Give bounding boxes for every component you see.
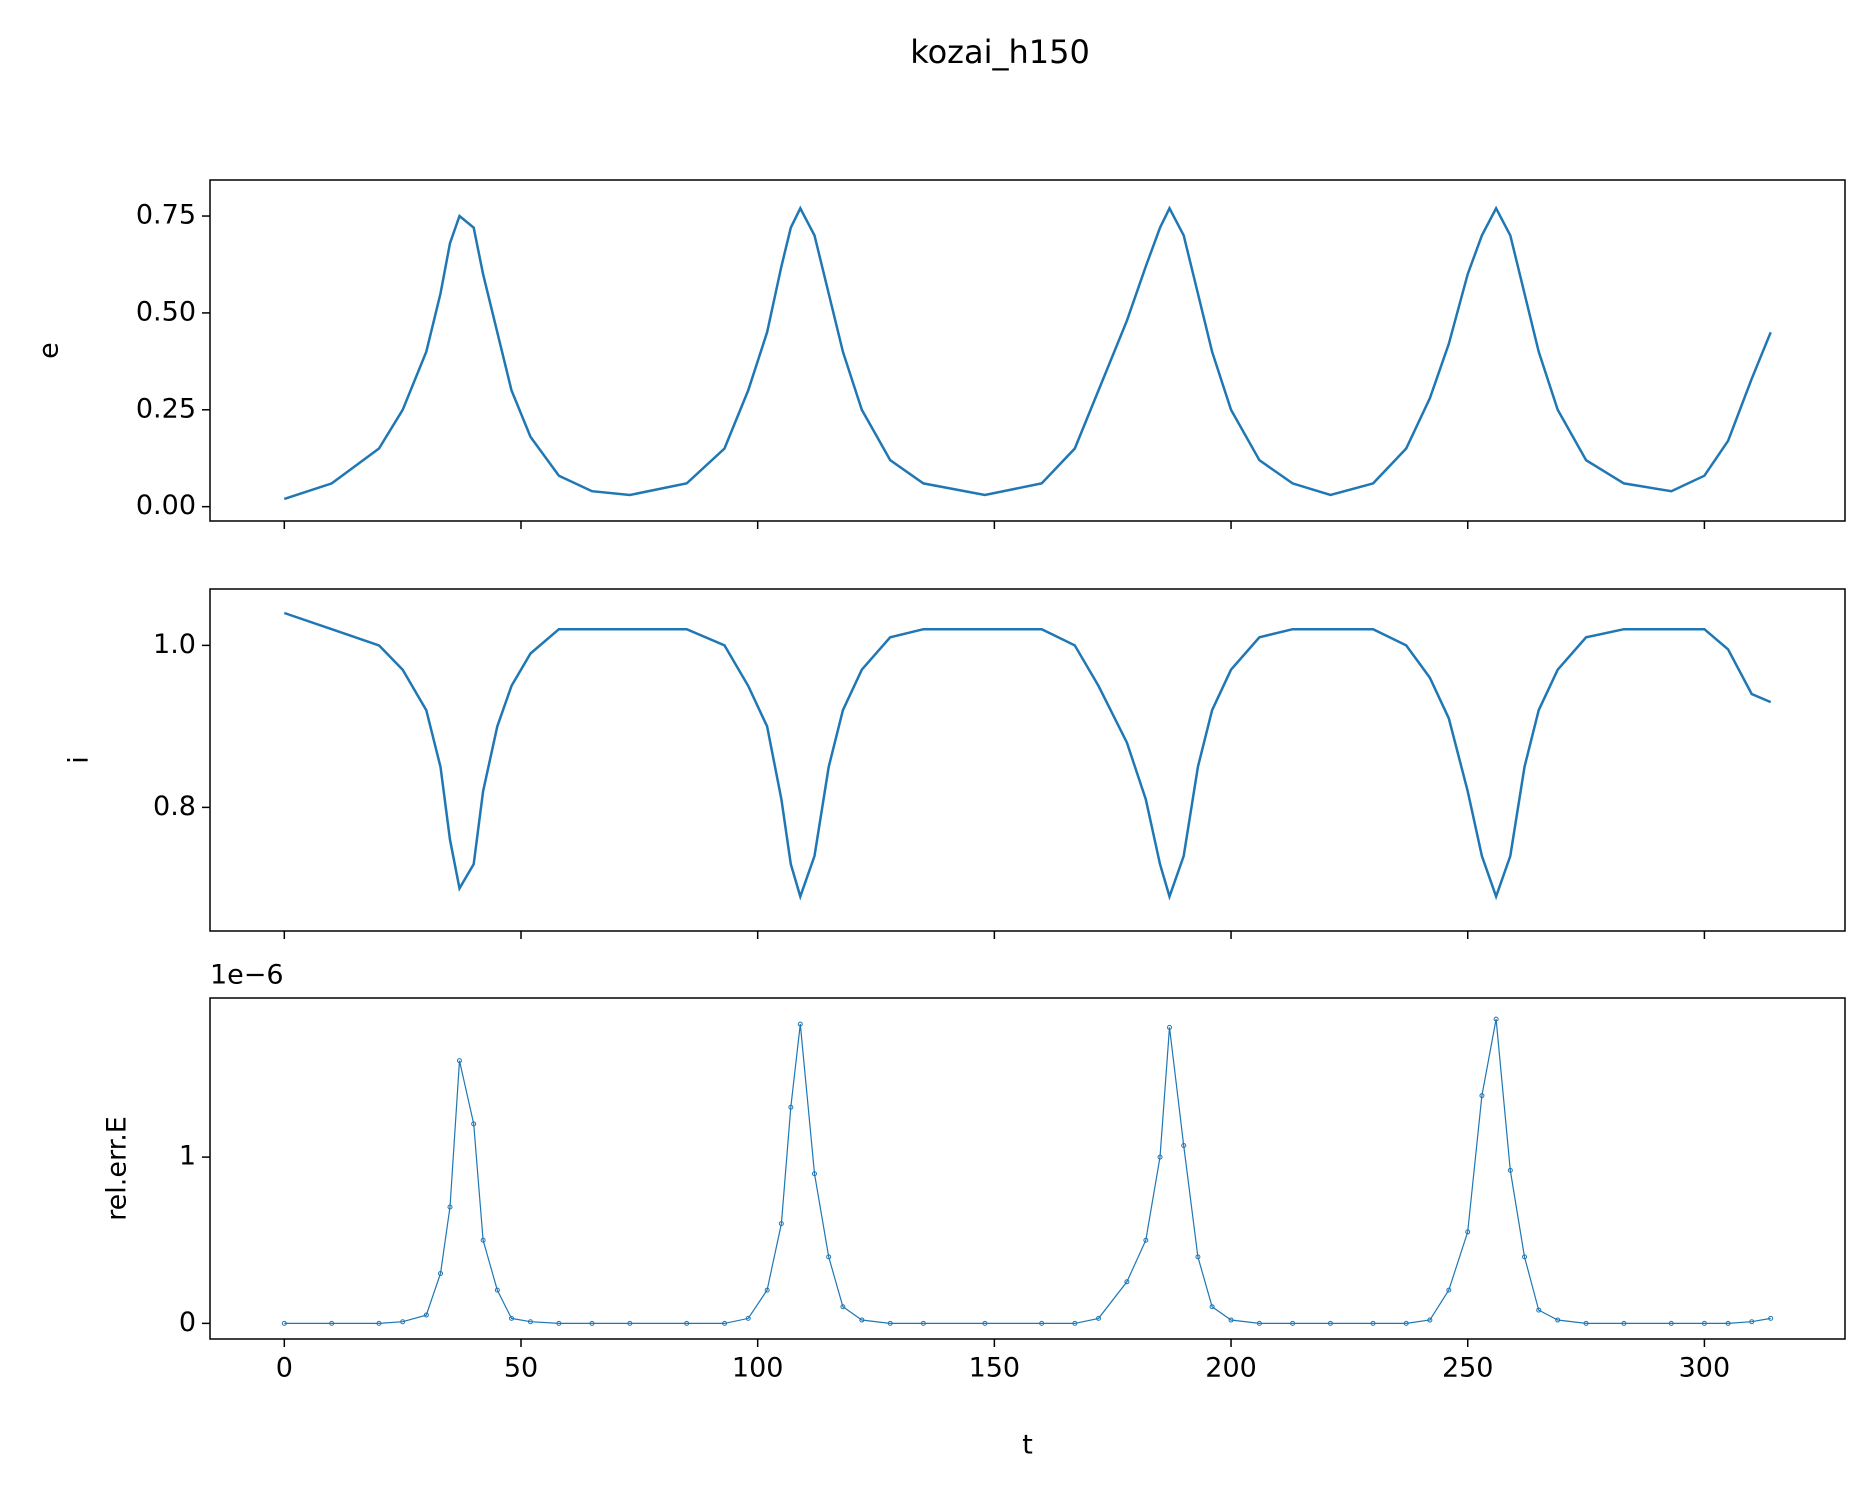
- data-point: [788, 1104, 794, 1110]
- data-point: [627, 1320, 633, 1326]
- y-axis-label: rel.err.E: [102, 1116, 133, 1221]
- data-point: [1096, 1315, 1102, 1321]
- data-line: [283, 611, 1772, 901]
- data-point: [1072, 1320, 1078, 1326]
- data-point: [1039, 1320, 1045, 1326]
- data-point: [1493, 1016, 1499, 1022]
- x-tick-label: 250: [1442, 1353, 1494, 1384]
- x-tick-label: 200: [1205, 1353, 1257, 1384]
- data-point: [1465, 1229, 1471, 1235]
- figure-title: kozai_h150: [910, 33, 1090, 71]
- data-point: [1143, 1237, 1149, 1243]
- y-tick-label: 0.8: [153, 791, 196, 822]
- data-point: [887, 1320, 893, 1326]
- data-point: [480, 1237, 486, 1243]
- x-tick-label: 0: [276, 1353, 293, 1384]
- axes-frame: [209, 179, 1846, 522]
- y-axis-label: e: [34, 342, 65, 359]
- data-point: [1701, 1320, 1707, 1326]
- data-point: [920, 1320, 926, 1326]
- data-point: [982, 1320, 988, 1326]
- y-axis-label: i: [64, 756, 95, 764]
- data-point: [1124, 1279, 1130, 1285]
- axes-frame: [209, 588, 1846, 932]
- data-point: [1583, 1320, 1589, 1326]
- data-point: [1479, 1093, 1485, 1099]
- data-point: [1507, 1167, 1513, 1173]
- data-point: [778, 1221, 784, 1227]
- data-point: [840, 1304, 846, 1310]
- data-point: [400, 1319, 406, 1325]
- data-point: [1195, 1254, 1201, 1260]
- data-point: [1290, 1320, 1296, 1326]
- data-point: [281, 1320, 287, 1326]
- data-point: [1725, 1320, 1731, 1326]
- x-tick-label: 50: [504, 1353, 538, 1384]
- offset-label: 1e−6: [210, 960, 284, 991]
- y-tick-label: 1.0: [153, 629, 196, 660]
- data-point: [1427, 1317, 1433, 1323]
- data-point: [1768, 1315, 1774, 1321]
- data-line: [283, 205, 1772, 501]
- data-point: [684, 1320, 690, 1326]
- data-point: [556, 1320, 562, 1326]
- y-tick-label: 0.25: [136, 393, 196, 424]
- data-point: [1522, 1254, 1528, 1260]
- axes-frame: [209, 997, 1846, 1340]
- data-point: [1621, 1320, 1627, 1326]
- data-point: [811, 1171, 817, 1177]
- data-point: [456, 1058, 462, 1064]
- data-point: [438, 1270, 444, 1276]
- data-point: [589, 1320, 595, 1326]
- data-point: [447, 1204, 453, 1210]
- y-tick-label: 0.75: [136, 200, 196, 231]
- data-point: [1668, 1320, 1674, 1326]
- y-tick-label: 0.00: [136, 490, 196, 521]
- data-point: [329, 1320, 335, 1326]
- data-point: [423, 1312, 429, 1318]
- data-point: [1555, 1317, 1561, 1323]
- data-point: [826, 1254, 832, 1260]
- data-point: [1228, 1317, 1234, 1323]
- data-point: [1181, 1142, 1187, 1148]
- data-point: [797, 1021, 803, 1027]
- y-tick-label: 1: [179, 1141, 196, 1172]
- data-point: [494, 1287, 500, 1293]
- data-line: [284, 1018, 1771, 1324]
- data-point: [859, 1317, 865, 1323]
- data-point: [1446, 1287, 1452, 1293]
- data-point: [1749, 1319, 1755, 1325]
- x-axis-label: t: [1022, 1430, 1033, 1461]
- data-point: [527, 1319, 533, 1325]
- data-point: [722, 1320, 728, 1326]
- data-point: [745, 1315, 751, 1321]
- data-point: [1209, 1304, 1215, 1310]
- data-point: [376, 1320, 382, 1326]
- data-point: [1536, 1307, 1542, 1313]
- data-point: [509, 1315, 515, 1321]
- data-point: [1403, 1320, 1409, 1326]
- data-point: [1167, 1024, 1173, 1030]
- data-point: [764, 1287, 770, 1293]
- data-point: [1256, 1320, 1262, 1326]
- data-point: [1370, 1320, 1376, 1326]
- x-tick-label: 100: [732, 1353, 784, 1384]
- data-point: [1327, 1320, 1333, 1326]
- x-tick-label: 300: [1679, 1353, 1731, 1384]
- data-point: [1157, 1154, 1163, 1160]
- y-tick-label: 0: [179, 1307, 196, 1338]
- data-point: [471, 1121, 477, 1127]
- x-tick-label: 150: [969, 1353, 1021, 1384]
- y-tick-label: 0.50: [136, 296, 196, 327]
